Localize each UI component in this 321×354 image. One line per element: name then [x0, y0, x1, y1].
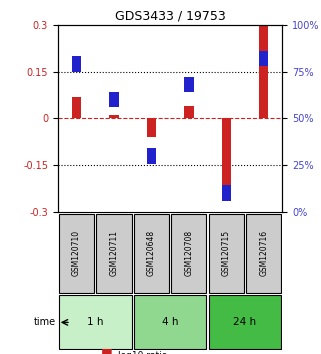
Text: GSM120708: GSM120708	[184, 230, 193, 276]
Text: 4 h: 4 h	[162, 318, 178, 327]
FancyBboxPatch shape	[209, 213, 244, 293]
FancyBboxPatch shape	[134, 213, 169, 293]
FancyBboxPatch shape	[134, 296, 206, 349]
FancyBboxPatch shape	[147, 148, 156, 164]
Text: time: time	[34, 318, 56, 327]
FancyBboxPatch shape	[209, 296, 281, 349]
FancyBboxPatch shape	[96, 213, 132, 293]
FancyBboxPatch shape	[59, 213, 94, 293]
Text: ■: ■	[100, 346, 112, 354]
Text: GSM120648: GSM120648	[147, 230, 156, 276]
FancyBboxPatch shape	[72, 56, 81, 72]
Bar	[221, 118, 231, 187]
FancyBboxPatch shape	[259, 51, 268, 66]
Text: GSM120711: GSM120711	[109, 230, 118, 276]
Text: 24 h: 24 h	[233, 318, 256, 327]
Text: log10 ratio: log10 ratio	[118, 351, 168, 354]
FancyBboxPatch shape	[184, 77, 194, 92]
Text: 1 h: 1 h	[87, 318, 103, 327]
FancyBboxPatch shape	[171, 213, 206, 293]
Title: GDS3433 / 19753: GDS3433 / 19753	[115, 9, 226, 22]
Bar	[109, 115, 119, 118]
Bar	[184, 106, 194, 118]
FancyBboxPatch shape	[109, 92, 119, 108]
FancyBboxPatch shape	[221, 185, 231, 201]
Text: ■: ■	[100, 353, 112, 354]
Bar	[259, 25, 268, 118]
Bar	[72, 97, 81, 118]
Text: GSM120710: GSM120710	[72, 230, 81, 276]
FancyBboxPatch shape	[59, 296, 132, 349]
FancyBboxPatch shape	[246, 213, 281, 293]
Text: GSM120716: GSM120716	[259, 230, 268, 276]
Text: GSM120715: GSM120715	[222, 230, 231, 276]
Bar	[147, 118, 156, 137]
